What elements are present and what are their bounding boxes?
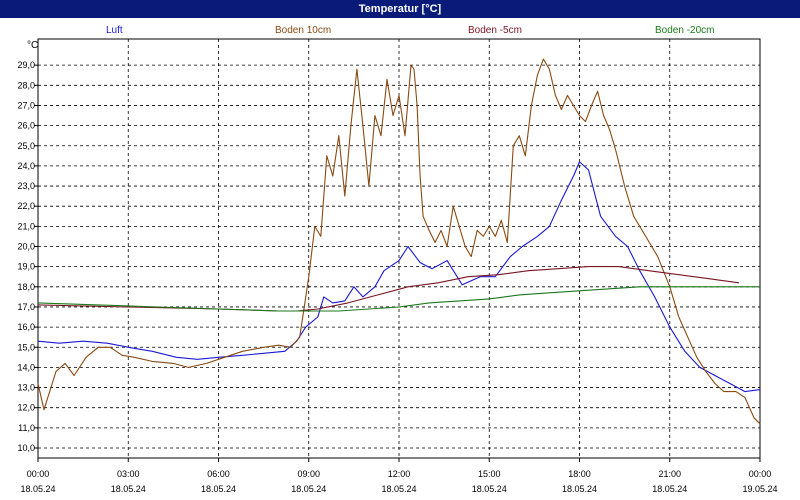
x-tick-date-label: 18.05.24 (20, 484, 55, 494)
y-axis-ticks: 10,0 11,0 12,0 13,0 14,0 15,0 16,0 17,0 18,0 19,0… (17, 60, 38, 453)
chart-grid (38, 39, 760, 458)
x-tick-time-label: 09:00 (297, 469, 320, 479)
y-tick-label: 13,0 (17, 383, 35, 393)
y-tick-label: 14,0 (17, 362, 35, 372)
y-tick-label: 11,0 (18, 423, 35, 433)
y-tick-label: 20,0 (17, 242, 35, 252)
x-axis-ticks: 00:00 18.05.24 03:00 18.05.24 06:00 18.05.24 0… (20, 458, 778, 494)
y-tick-label: 28,0 (17, 80, 35, 90)
chart-series (37, 58, 761, 425)
chart-title: Temperatur [°C] (358, 3, 442, 15)
x-tick-date-label: 18.05.24 (472, 484, 507, 494)
legend-item-boden-5cm: Boden -5cm (468, 25, 522, 36)
y-tick-label: 29,0 (17, 60, 35, 70)
y-tick-label: 21,0 (17, 221, 35, 231)
y-tick-label: 23,0 (17, 181, 35, 191)
chart-title-bar: Temperatur [°C] (0, 0, 800, 18)
x-tick-time-label: 06:00 (207, 469, 230, 479)
y-tick-label: 26,0 (17, 121, 35, 131)
y-tick-label: 25,0 (17, 141, 35, 151)
y-tick-label: 18,0 (17, 282, 35, 292)
x-tick-time-label: 12:00 (388, 469, 411, 479)
series-line-luft (37, 161, 761, 393)
series-line-boden-5cm (37, 266, 739, 312)
x-tick-date-label: 18.05.24 (111, 484, 146, 494)
x-tick-time-label: 00:00 (749, 469, 772, 479)
y-tick-label: 24,0 (17, 161, 35, 171)
x-tick-date-label: 18.05.24 (652, 484, 687, 494)
legend-item-boden-20cm: Boden -20cm (655, 25, 715, 36)
x-tick-time-label: 03:00 (117, 469, 140, 479)
x-tick-date-label: 18.05.24 (381, 484, 416, 494)
x-tick-time-label: 18:00 (568, 469, 591, 479)
y-tick-label: 17,0 (17, 302, 35, 312)
y-axis-unit: °C (27, 40, 39, 51)
legend-item-luft: Luft (106, 25, 123, 36)
x-tick-date-label: 19.05.24 (742, 484, 777, 494)
x-tick-time-label: 00:00 (27, 469, 50, 479)
x-tick-time-label: 15:00 (478, 469, 501, 479)
y-tick-label: 15,0 (17, 342, 35, 352)
y-tick-label: 22,0 (17, 201, 35, 211)
x-tick-date-label: 18.05.24 (562, 484, 597, 494)
x-tick-date-label: 18.05.24 (291, 484, 326, 494)
y-tick-label: 12,0 (17, 403, 35, 413)
legend-item-boden-10cm: Boden 10cm (275, 25, 332, 36)
x-tick-time-label: 21:00 (658, 469, 681, 479)
y-tick-label: 27,0 (17, 100, 35, 110)
series-line-boden-10cm (37, 58, 761, 425)
y-tick-label: 16,0 (17, 322, 35, 332)
y-tick-label: 19,0 (17, 262, 35, 272)
x-tick-date-label: 18.05.24 (201, 484, 236, 494)
y-tick-label: 10,0 (17, 443, 35, 453)
series-line-boden-20cm (37, 286, 760, 312)
